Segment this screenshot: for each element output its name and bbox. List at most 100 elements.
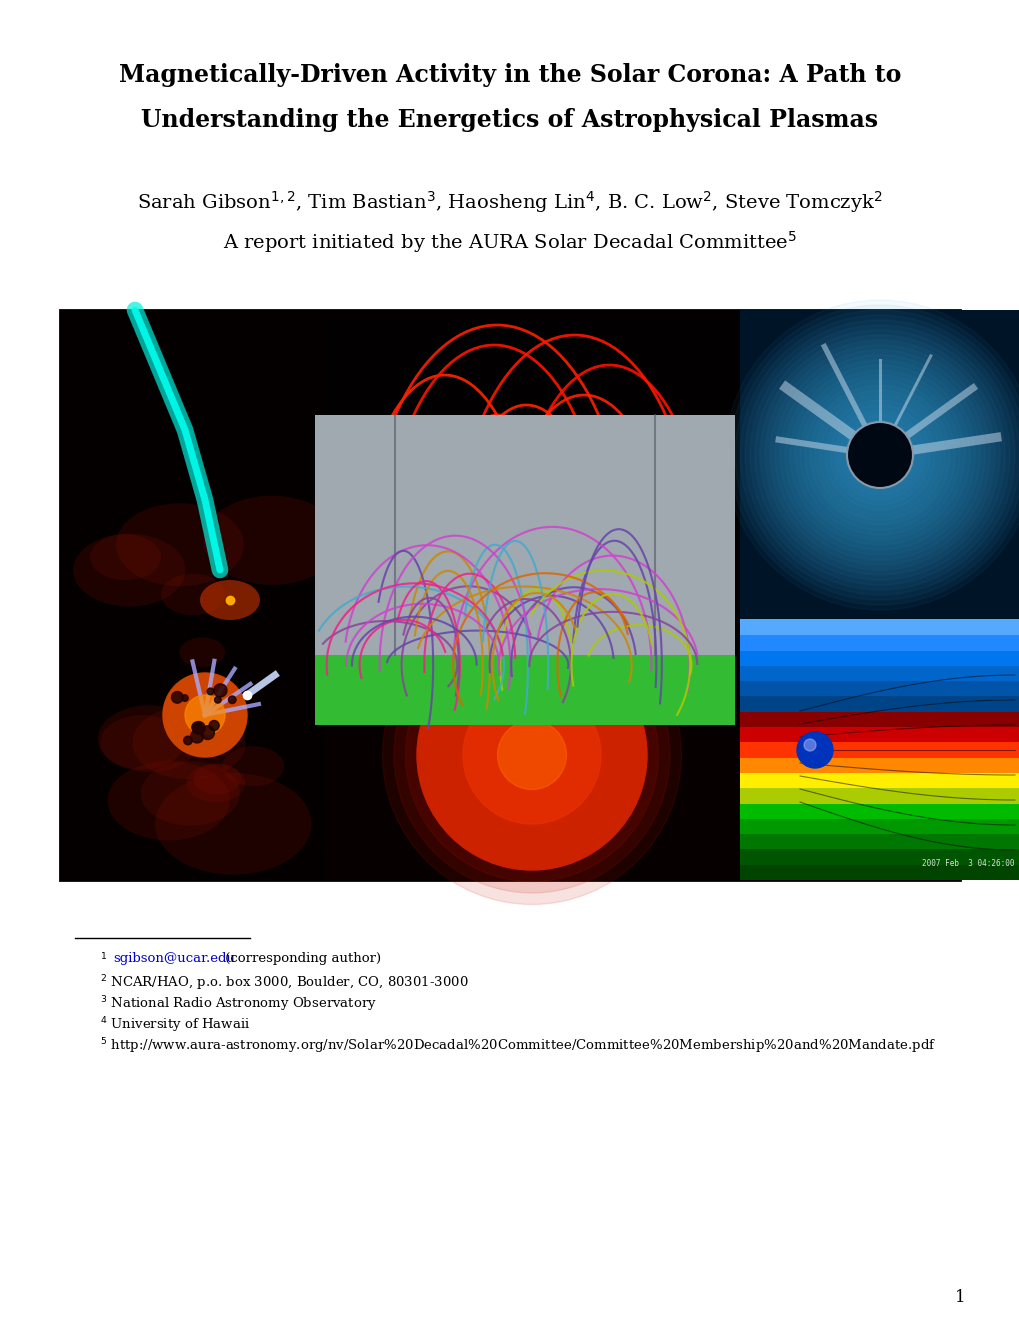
Text: $^{2}$ NCAR/HAO, p.o. box 3000, Boulder, CO, 80301-3000: $^{2}$ NCAR/HAO, p.o. box 3000, Boulder,… [100, 973, 468, 993]
Circle shape [799, 375, 959, 535]
Bar [325, 620, 739, 880]
Circle shape [835, 411, 924, 500]
Circle shape [803, 739, 815, 751]
Circle shape [814, 389, 944, 520]
Circle shape [181, 694, 187, 701]
Bar [739, 772, 1019, 788]
Text: sgibson@ucar.edu: sgibson@ucar.edu [113, 952, 234, 965]
Circle shape [184, 696, 225, 735]
Circle shape [824, 400, 934, 510]
Bar [739, 833, 1019, 849]
Text: $^{3}$ National Radio Astronomy Observatory: $^{3}$ National Radio Astronomy Observat… [100, 994, 376, 1014]
Bar [739, 756, 1019, 774]
Ellipse shape [98, 705, 201, 772]
Circle shape [739, 315, 1019, 595]
Circle shape [406, 628, 658, 882]
Ellipse shape [200, 579, 260, 620]
Bar [739, 665, 1019, 681]
Circle shape [192, 722, 202, 733]
Bar [315, 655, 735, 725]
Circle shape [764, 341, 994, 570]
Bar [739, 680, 1019, 697]
Circle shape [735, 310, 1019, 601]
Text: Magnetically-Driven Activity in the Solar Corona: A Path to: Magnetically-Driven Activity in the Sola… [118, 63, 901, 87]
Bar [739, 849, 1019, 865]
Circle shape [725, 300, 1019, 610]
Circle shape [809, 385, 949, 525]
Circle shape [214, 697, 221, 704]
Text: 2007 Feb  3 04:26:00: 2007 Feb 3 04:26:00 [921, 859, 1014, 869]
Ellipse shape [132, 706, 246, 780]
Circle shape [163, 673, 247, 756]
Text: $^{5}$ http://www.aura-astronomy.org/nv/Solar%20Decadal%20Committee/Committee%20: $^{5}$ http://www.aura-astronomy.org/nv/… [100, 1036, 935, 1056]
Circle shape [804, 380, 954, 531]
Text: Understanding the Energetics of Astrophysical Plasmas: Understanding the Energetics of Astrophy… [142, 108, 877, 132]
Ellipse shape [194, 763, 240, 795]
Circle shape [790, 366, 969, 545]
Circle shape [428, 652, 635, 858]
Circle shape [171, 692, 183, 704]
Circle shape [794, 370, 964, 540]
Circle shape [844, 420, 914, 490]
Ellipse shape [186, 764, 245, 803]
Bar [739, 787, 1019, 804]
Bar [325, 310, 739, 620]
Bar [739, 635, 1019, 651]
Circle shape [417, 640, 646, 870]
Circle shape [201, 726, 214, 739]
Bar [739, 863, 1019, 880]
Ellipse shape [108, 762, 229, 841]
Circle shape [785, 360, 974, 550]
Bar [60, 310, 959, 880]
Circle shape [759, 335, 999, 576]
Text: Sarah Gibson$^{1,2}$, Tim Bastian$^{3}$, Haosheng Lin$^{4}$, B. C. Low$^{2}$, St: Sarah Gibson$^{1,2}$, Tim Bastian$^{3}$,… [138, 189, 881, 215]
Circle shape [749, 325, 1009, 585]
Text: 1: 1 [954, 1290, 964, 1307]
Circle shape [417, 640, 646, 870]
Circle shape [214, 684, 227, 697]
Circle shape [183, 737, 193, 744]
Circle shape [796, 733, 833, 768]
Ellipse shape [161, 574, 225, 615]
Circle shape [207, 688, 214, 694]
Bar [739, 620, 1019, 880]
Ellipse shape [203, 496, 340, 585]
Ellipse shape [100, 715, 184, 770]
Bar [739, 818, 1019, 834]
Circle shape [840, 414, 919, 495]
Bar [739, 710, 1019, 727]
Circle shape [463, 686, 600, 824]
Circle shape [451, 675, 611, 836]
Bar [739, 619, 1019, 635]
Circle shape [819, 395, 940, 515]
Circle shape [228, 696, 235, 704]
Circle shape [754, 330, 1004, 579]
Circle shape [780, 355, 979, 554]
Text: $^{4}$ University of Hawaii: $^{4}$ University of Hawaii [100, 1015, 250, 1035]
Bar [739, 726, 1019, 742]
Ellipse shape [179, 638, 225, 667]
Bar [739, 649, 1019, 665]
Ellipse shape [90, 535, 161, 581]
Ellipse shape [155, 774, 311, 875]
Circle shape [393, 616, 669, 894]
Circle shape [474, 697, 589, 813]
Ellipse shape [73, 533, 185, 607]
Text: A report initiated by the AURA Solar Decadal Committee$^{5}$: A report initiated by the AURA Solar Dec… [223, 230, 796, 255]
Circle shape [730, 305, 1019, 605]
Circle shape [382, 606, 681, 904]
Circle shape [463, 686, 600, 824]
Text: $^{1}$: $^{1}$ [100, 952, 108, 969]
Bar [315, 414, 735, 725]
Circle shape [497, 721, 566, 789]
Circle shape [744, 319, 1014, 590]
Circle shape [193, 722, 205, 734]
Circle shape [439, 663, 624, 847]
Text: (corresponding author): (corresponding author) [221, 952, 381, 965]
Bar [60, 310, 325, 880]
Ellipse shape [222, 746, 284, 787]
Ellipse shape [141, 762, 239, 826]
Bar [739, 742, 1019, 758]
Bar [739, 803, 1019, 818]
Circle shape [209, 721, 219, 731]
